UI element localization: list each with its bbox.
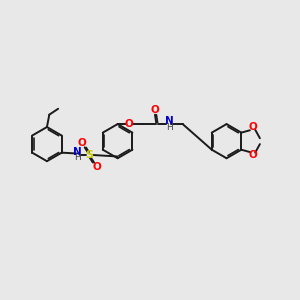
Text: S: S [85, 150, 93, 160]
Text: O: O [151, 105, 159, 115]
Text: O: O [248, 122, 257, 132]
Text: O: O [93, 162, 101, 172]
Text: H: H [74, 153, 81, 162]
Text: N: N [165, 116, 173, 126]
Text: N: N [73, 147, 82, 157]
Text: O: O [77, 138, 86, 148]
Text: O: O [248, 150, 257, 160]
Text: H: H [166, 122, 172, 131]
Text: O: O [124, 119, 133, 129]
